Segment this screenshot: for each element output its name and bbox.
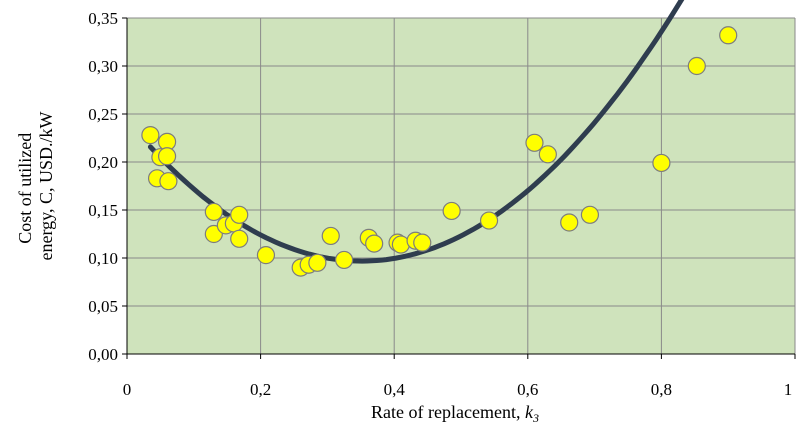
y-tick-label: 0,35 bbox=[88, 9, 118, 28]
data-point bbox=[321, 226, 340, 246]
x-tick-label: 1 bbox=[784, 380, 793, 399]
tick-labels: 0,00 0,05 0,10 0,15 0,20 0,25 0,30 0,35 0 0,2 0,4 0… bbox=[88, 9, 792, 399]
x-tick-label: 0,4 bbox=[384, 380, 406, 399]
x-tick-label: 0,6 bbox=[517, 380, 538, 399]
data-point bbox=[413, 233, 432, 252]
data-point bbox=[335, 250, 354, 270]
data-point bbox=[538, 145, 557, 164]
data-point bbox=[256, 246, 276, 265]
data-point bbox=[365, 234, 384, 253]
data-point bbox=[652, 153, 671, 173]
x-tick-label: 0,8 bbox=[651, 380, 672, 399]
y-tick-label: 0,25 bbox=[88, 105, 118, 124]
x-axis-title: Rate of replacement, k3 bbox=[371, 402, 539, 425]
data-point bbox=[157, 147, 177, 166]
data-point bbox=[141, 126, 160, 145]
y-tick-label: 0,05 bbox=[88, 297, 118, 316]
x-tick-label: 0,2 bbox=[250, 380, 271, 399]
x-tick-label: 0 bbox=[123, 380, 132, 399]
data-point bbox=[442, 201, 461, 221]
x-axis-title-sub: 3 bbox=[532, 411, 539, 425]
data-point bbox=[525, 133, 544, 152]
y-tick-label: 0,30 bbox=[88, 57, 118, 76]
data-point bbox=[230, 229, 249, 248]
data-point bbox=[687, 56, 706, 76]
data-point bbox=[204, 202, 223, 222]
data-point bbox=[580, 205, 600, 224]
y-tick-label: 0,00 bbox=[88, 345, 118, 364]
y-tick-label: 0,15 bbox=[88, 201, 118, 220]
plot-area bbox=[127, 18, 795, 354]
data-point bbox=[159, 172, 178, 191]
data-points bbox=[141, 26, 738, 277]
y-axis-title-line1: Cost of utilized bbox=[15, 133, 35, 244]
data-point bbox=[479, 211, 499, 230]
data-point bbox=[230, 205, 249, 224]
y-axis-title-line2: energy, C, USD./kW bbox=[36, 111, 56, 260]
y-axis-title: Cost of utilized energy, C, USD./kW bbox=[15, 111, 56, 260]
y-tick-label: 0,20 bbox=[88, 153, 118, 172]
trendline bbox=[147, 0, 685, 264]
x-axis-title-text: Rate of replacement, bbox=[371, 402, 525, 422]
axes bbox=[122, 17, 796, 359]
y-tick-label: 0,10 bbox=[88, 249, 118, 268]
data-point bbox=[560, 213, 579, 232]
data-point bbox=[719, 26, 738, 45]
x-axis-title-var: k bbox=[525, 402, 534, 422]
data-point bbox=[308, 253, 327, 272]
